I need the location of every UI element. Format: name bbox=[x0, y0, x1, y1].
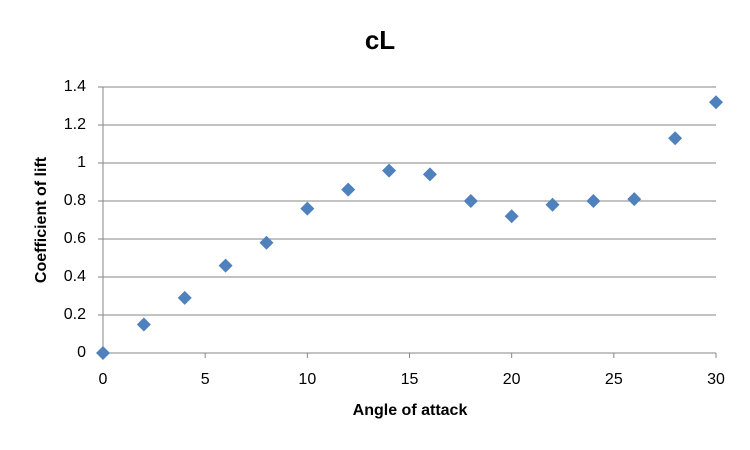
y-tick-label: 1.2 bbox=[64, 116, 86, 133]
x-tick-label: 30 bbox=[707, 371, 725, 388]
point bbox=[545, 197, 560, 212]
point bbox=[136, 317, 151, 332]
point bbox=[300, 201, 315, 216]
point bbox=[218, 258, 233, 273]
point bbox=[504, 209, 519, 224]
point bbox=[96, 346, 110, 360]
x-axis-title: Angle of attack bbox=[353, 402, 468, 419]
point bbox=[177, 290, 192, 305]
point bbox=[341, 182, 356, 197]
y-tick-label: 1.4 bbox=[64, 78, 86, 95]
y-tick-label: 0.6 bbox=[64, 230, 86, 247]
x-tick-label: 10 bbox=[298, 371, 316, 388]
x-tick-label: 15 bbox=[401, 371, 419, 388]
x-tick-label: 20 bbox=[503, 371, 521, 388]
y-tick-label: 0.8 bbox=[64, 192, 86, 209]
x-tick-label: 5 bbox=[201, 371, 210, 388]
y-axis-title: Coefficient of lift bbox=[33, 156, 50, 283]
y-tick-label: 1 bbox=[77, 154, 86, 171]
point bbox=[668, 131, 683, 146]
y-tick-label: 0 bbox=[77, 344, 86, 361]
x-tick-label: 25 bbox=[605, 371, 623, 388]
y-tick-label: 0.2 bbox=[64, 306, 86, 323]
point bbox=[463, 194, 478, 208]
point bbox=[422, 167, 437, 182]
chart-title: cL bbox=[365, 25, 395, 55]
point bbox=[709, 95, 723, 110]
point bbox=[259, 235, 274, 250]
point bbox=[627, 192, 642, 207]
x-tick-label: 0 bbox=[99, 371, 108, 388]
y-tick-label: 0.4 bbox=[64, 268, 86, 285]
point bbox=[586, 194, 601, 208]
point bbox=[382, 163, 397, 178]
